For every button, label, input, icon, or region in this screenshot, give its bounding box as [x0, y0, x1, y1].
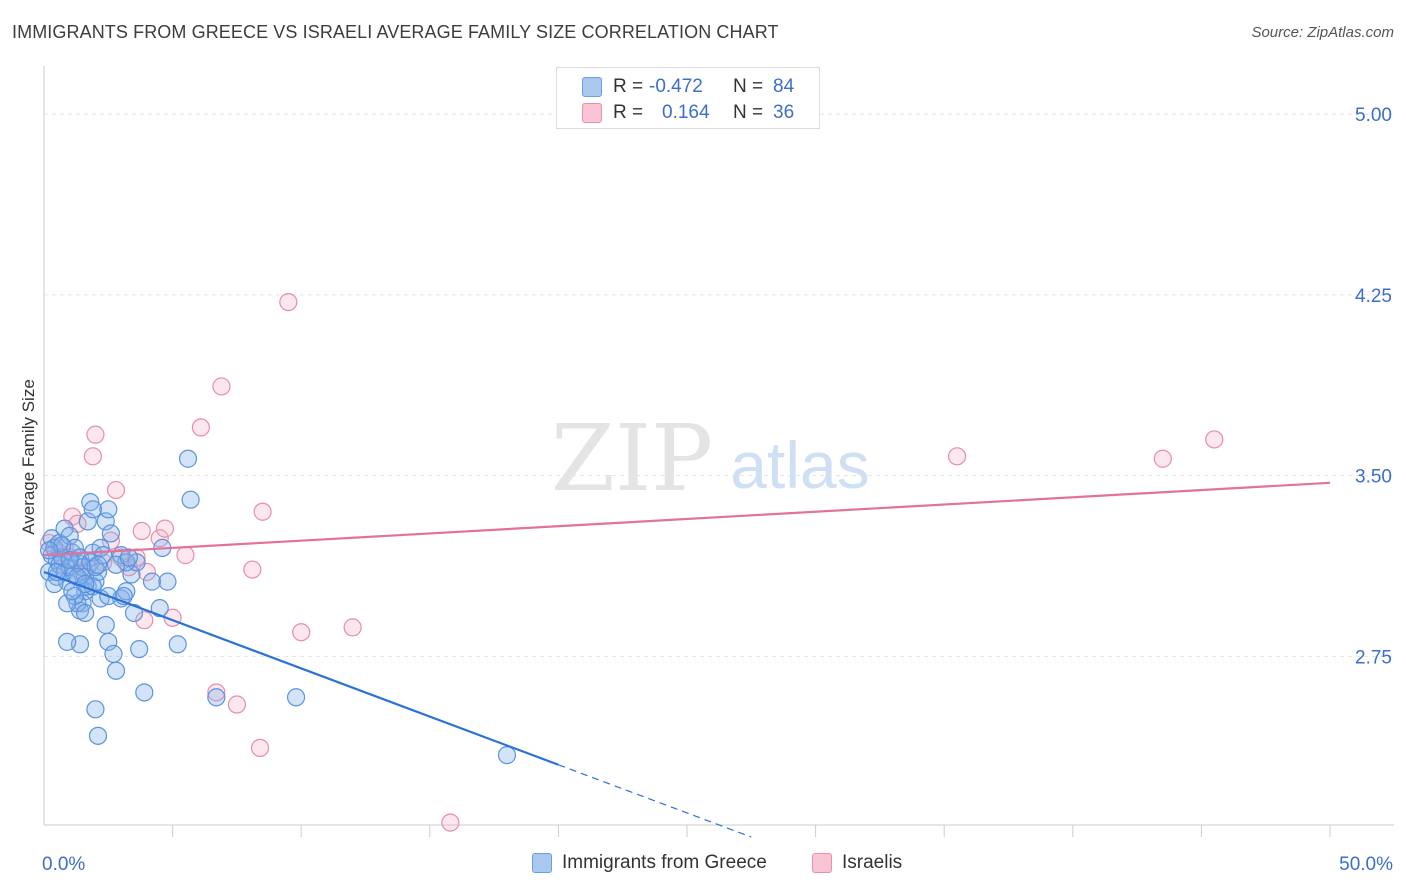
chart-title: IMMIGRANTS FROM GREECE VS ISRAELI AVERAG…: [12, 22, 779, 42]
greece-point: [58, 594, 77, 613]
legend-swatch-israelis: [812, 853, 832, 873]
israelis-point: [441, 813, 460, 832]
x-tick-label: 50.0%: [1339, 854, 1393, 875]
greece-point: [60, 550, 79, 570]
greece-point: [497, 746, 517, 765]
israelis-point: [106, 480, 126, 500]
israelis-point: [227, 695, 246, 714]
greece-points: [40, 449, 517, 765]
greece-point: [83, 500, 102, 519]
tick-labels: 5.00 4.25 3.50 2.75 0.0% 50.0%: [42, 105, 1393, 875]
israelis-point: [292, 623, 311, 642]
israelis-point: [243, 560, 262, 579]
israelis-r-label: R =: [613, 102, 644, 123]
israelis-n-label: N =: [733, 102, 764, 123]
israelis-point: [947, 447, 967, 466]
greece-trend-line: [43, 570, 559, 766]
israelis-r-value: 0.164: [662, 102, 710, 123]
greece-point: [88, 726, 108, 745]
israelis-point: [83, 447, 102, 466]
israelis-point: [86, 425, 105, 444]
greece-point: [86, 700, 105, 719]
greece-n-label: N =: [733, 76, 764, 97]
israelis-point: [135, 611, 154, 630]
greece-point: [158, 572, 177, 591]
stats-legend: R = -0.472 N = 84 R = 0.164 N = 36: [556, 67, 820, 129]
greece-r-value: -0.472: [649, 76, 703, 97]
israelis-point: [207, 683, 226, 702]
greece-point: [104, 644, 123, 664]
greece-point: [119, 548, 138, 567]
greece-point: [135, 683, 154, 702]
greece-point: [99, 632, 118, 651]
legend-item-israelis[interactable]: Israelis: [812, 852, 902, 874]
greece-point: [168, 635, 187, 654]
greece-trend-extrapolation: [558, 764, 752, 838]
greece-point: [99, 500, 118, 519]
greece-point: [76, 603, 95, 623]
trend-lines: [43, 481, 1331, 838]
greece-point: [286, 688, 306, 707]
watermark: ZIP atlas: [551, 405, 870, 512]
greece-point: [130, 639, 149, 659]
israelis-point: [1153, 449, 1172, 468]
israelis-point: [343, 618, 362, 637]
watermark-zip: ZIP: [551, 405, 713, 512]
greece-point: [142, 572, 162, 591]
greece-point: [117, 582, 136, 601]
y-axis-label: Average Family Size: [19, 379, 38, 535]
greece-point: [150, 599, 169, 618]
israelis-point: [176, 546, 195, 565]
greece-n-value: 84: [773, 76, 795, 97]
watermark-atlas: atlas: [730, 428, 869, 502]
greece-point: [40, 541, 59, 560]
greece-point: [78, 512, 97, 531]
israelis-point: [132, 521, 151, 541]
israelis-point: [155, 519, 174, 538]
israelis-point: [101, 531, 120, 550]
greece-point: [178, 449, 198, 468]
greece-point: [60, 526, 79, 545]
israelis-trend-line: [43, 481, 1331, 557]
greece-point: [81, 493, 100, 512]
legend-item-greece[interactable]: Immigrants from Greece: [532, 852, 767, 874]
legend-swatch-greece: [532, 853, 552, 873]
x-tick-label: 0.0%: [42, 854, 85, 875]
greece-swatch: [582, 77, 602, 97]
greece-point: [65, 586, 84, 606]
y-tick-label: 3.50: [1355, 467, 1392, 488]
israelis-swatch: [582, 103, 602, 123]
greece-r-label: R =: [613, 76, 644, 97]
greece-point: [124, 603, 144, 623]
greece-point: [207, 688, 226, 707]
source-label: Source: ZipAtlas.com: [1251, 24, 1394, 41]
israelis-point: [279, 293, 298, 312]
axes: [43, 66, 1394, 837]
israelis-point: [212, 377, 231, 396]
greece-point: [58, 632, 77, 651]
greece-point: [96, 615, 115, 635]
legend-label-greece: Immigrants from Greece: [562, 852, 767, 873]
israelis-points: [40, 293, 1224, 832]
legend-label-israelis: Israelis: [842, 852, 903, 873]
greece-point: [68, 594, 87, 613]
bottom-legend: Immigrants from Greece Israelis: [0, 850, 1406, 880]
israelis-point: [1205, 430, 1224, 449]
israelis-n-value: 36: [773, 102, 795, 123]
israelis-point: [191, 418, 210, 437]
greece-point: [181, 490, 200, 509]
israelis-point: [250, 738, 270, 757]
y-tick-label: 4.25: [1355, 286, 1392, 307]
greece-point: [101, 524, 120, 543]
y-tick-label: 2.75: [1355, 647, 1392, 668]
greece-point: [88, 555, 108, 574]
y-tick-label: 5.00: [1355, 105, 1392, 126]
greece-point: [106, 661, 126, 680]
israelis-point: [253, 502, 272, 521]
greece-point: [88, 562, 108, 582]
